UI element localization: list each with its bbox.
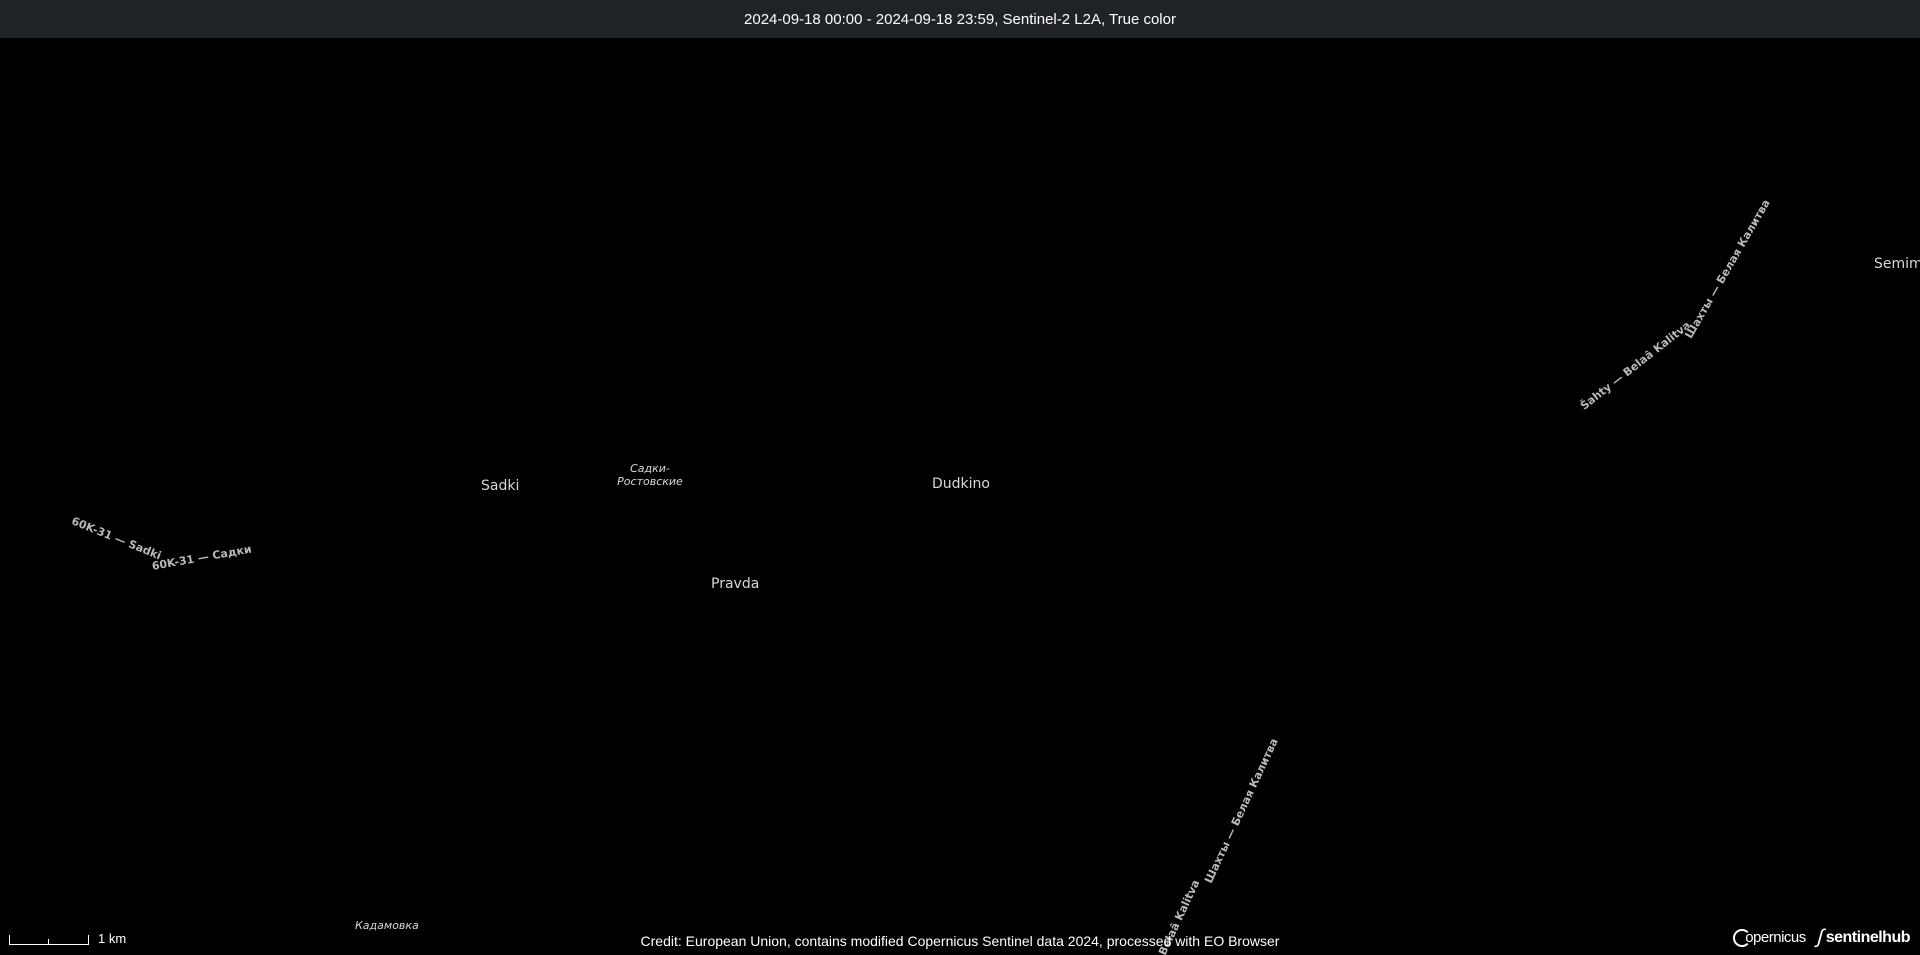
- place-label-sadki: Sadki: [481, 478, 520, 494]
- road-label-shahty-lower-b: Шахты — Белая Калитва: [1202, 736, 1281, 886]
- copernicus-c-icon: [1733, 928, 1752, 947]
- place-label-kadamovka: Кадамовка: [355, 919, 419, 932]
- sentinelhub-logo-text: sentinelhub: [1825, 928, 1911, 946]
- scale-bar-label: 1 km: [98, 931, 127, 946]
- copernicus-logo: opernicus: [1733, 928, 1806, 947]
- sentinelhub-logo: ʃ sentinelhub: [1814, 926, 1911, 949]
- sentinelhub-mark-icon: ʃ: [1814, 926, 1825, 948]
- logo-group: opernicus ʃ sentinelhub: [1733, 926, 1911, 949]
- credit-text: Credit: European Union, contains modifie…: [640, 933, 1280, 949]
- scale-bar: 1 km: [9, 932, 126, 945]
- road-label-shahty-upper-a: Šahty — Belaâ Kalitva: [1577, 318, 1694, 413]
- place-label-semim: Semim: [1874, 256, 1920, 272]
- road-label-60k31-a: 60K-31 — Sadki: [69, 514, 164, 563]
- place-label-dudkino: Dudkino: [932, 476, 990, 492]
- place-label-pravda: Pravda: [711, 576, 760, 592]
- imagery-title: 2024-09-18 00:00 - 2024-09-18 23:59, Sen…: [744, 10, 1176, 28]
- scale-bar-line: [9, 935, 89, 945]
- copernicus-logo-text: opernicus: [1745, 929, 1806, 946]
- road-label-60k31-b: 60K-31 — Садки: [150, 542, 253, 573]
- road-label-shahty-upper-b: Шахты — Белая Калитва: [1682, 197, 1773, 341]
- map-canvas[interactable]: Sadki Садки-Ростовские Dudkino Pravda Ка…: [0, 38, 1920, 955]
- header-bar: 2024-09-18 00:00 - 2024-09-18 23:59, Sen…: [0, 0, 1920, 38]
- place-label-sadki-rostovskie: Садки-Ростовские: [617, 462, 683, 488]
